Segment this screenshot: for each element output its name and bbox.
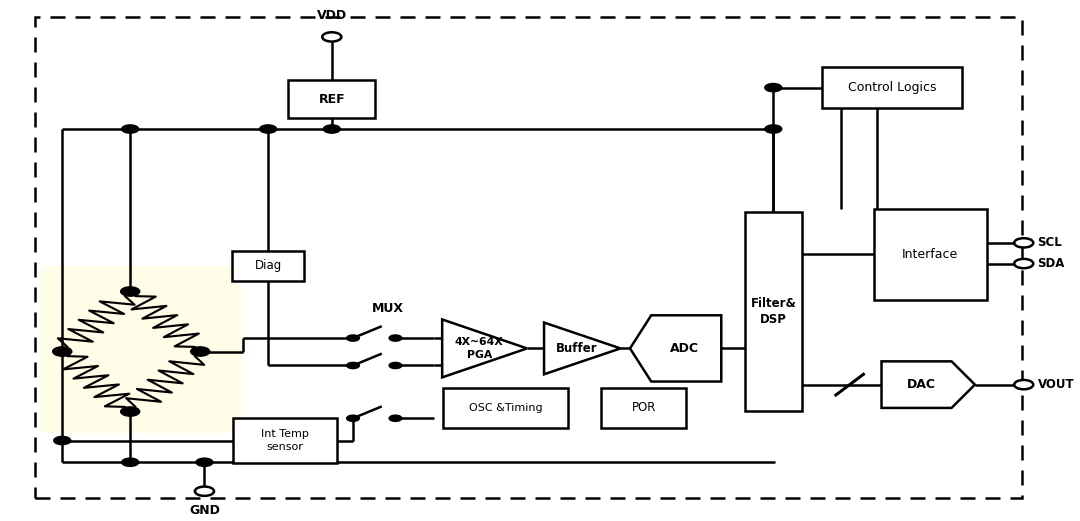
Circle shape bbox=[1014, 380, 1034, 389]
Bar bbox=[443, 388, 568, 428]
Circle shape bbox=[191, 347, 210, 356]
Polygon shape bbox=[881, 362, 975, 408]
Circle shape bbox=[347, 415, 360, 421]
Circle shape bbox=[259, 125, 276, 133]
Bar bbox=[822, 67, 962, 108]
Text: SDA: SDA bbox=[1038, 257, 1065, 270]
Circle shape bbox=[121, 287, 139, 296]
Bar bbox=[744, 212, 802, 411]
Polygon shape bbox=[544, 322, 620, 374]
Bar bbox=[288, 80, 376, 118]
Circle shape bbox=[53, 347, 71, 356]
Polygon shape bbox=[630, 315, 721, 381]
Circle shape bbox=[389, 415, 402, 421]
Bar bbox=[233, 418, 337, 463]
Text: VDD: VDD bbox=[316, 9, 347, 22]
Polygon shape bbox=[442, 319, 527, 377]
Circle shape bbox=[122, 125, 138, 133]
Text: DAC: DAC bbox=[907, 378, 936, 391]
Text: OSC &Timing: OSC &Timing bbox=[469, 403, 542, 413]
Circle shape bbox=[322, 32, 341, 42]
Text: SCL: SCL bbox=[1038, 237, 1063, 250]
Bar bbox=[602, 388, 686, 428]
Bar bbox=[41, 266, 241, 433]
Circle shape bbox=[54, 437, 70, 444]
Circle shape bbox=[765, 125, 782, 133]
Text: VOUT: VOUT bbox=[1038, 378, 1075, 391]
Text: Interface: Interface bbox=[902, 248, 958, 260]
Circle shape bbox=[195, 458, 213, 466]
Text: 4X~64X
PGA: 4X~64X PGA bbox=[455, 337, 503, 359]
Text: Control Logics: Control Logics bbox=[848, 81, 936, 94]
Text: POR: POR bbox=[632, 401, 656, 414]
Circle shape bbox=[194, 487, 214, 496]
Circle shape bbox=[1014, 259, 1034, 268]
Text: GND: GND bbox=[189, 504, 220, 517]
Circle shape bbox=[389, 335, 402, 341]
Text: Diag: Diag bbox=[255, 259, 282, 272]
Text: MUX: MUX bbox=[373, 302, 404, 315]
Circle shape bbox=[121, 407, 139, 416]
Text: Filter&
DSP: Filter& DSP bbox=[751, 296, 796, 326]
Text: REF: REF bbox=[319, 93, 346, 106]
Circle shape bbox=[54, 348, 70, 356]
Text: Buffer: Buffer bbox=[556, 342, 597, 355]
Bar bbox=[232, 251, 305, 281]
Circle shape bbox=[122, 458, 138, 466]
Text: ADC: ADC bbox=[670, 342, 699, 355]
Circle shape bbox=[389, 363, 402, 368]
Circle shape bbox=[1014, 238, 1034, 247]
Circle shape bbox=[765, 83, 782, 92]
Circle shape bbox=[347, 335, 360, 341]
Text: Int Temp
sensor: Int Temp sensor bbox=[261, 429, 309, 452]
Bar bbox=[874, 209, 987, 300]
Circle shape bbox=[323, 125, 340, 133]
Circle shape bbox=[347, 363, 360, 368]
